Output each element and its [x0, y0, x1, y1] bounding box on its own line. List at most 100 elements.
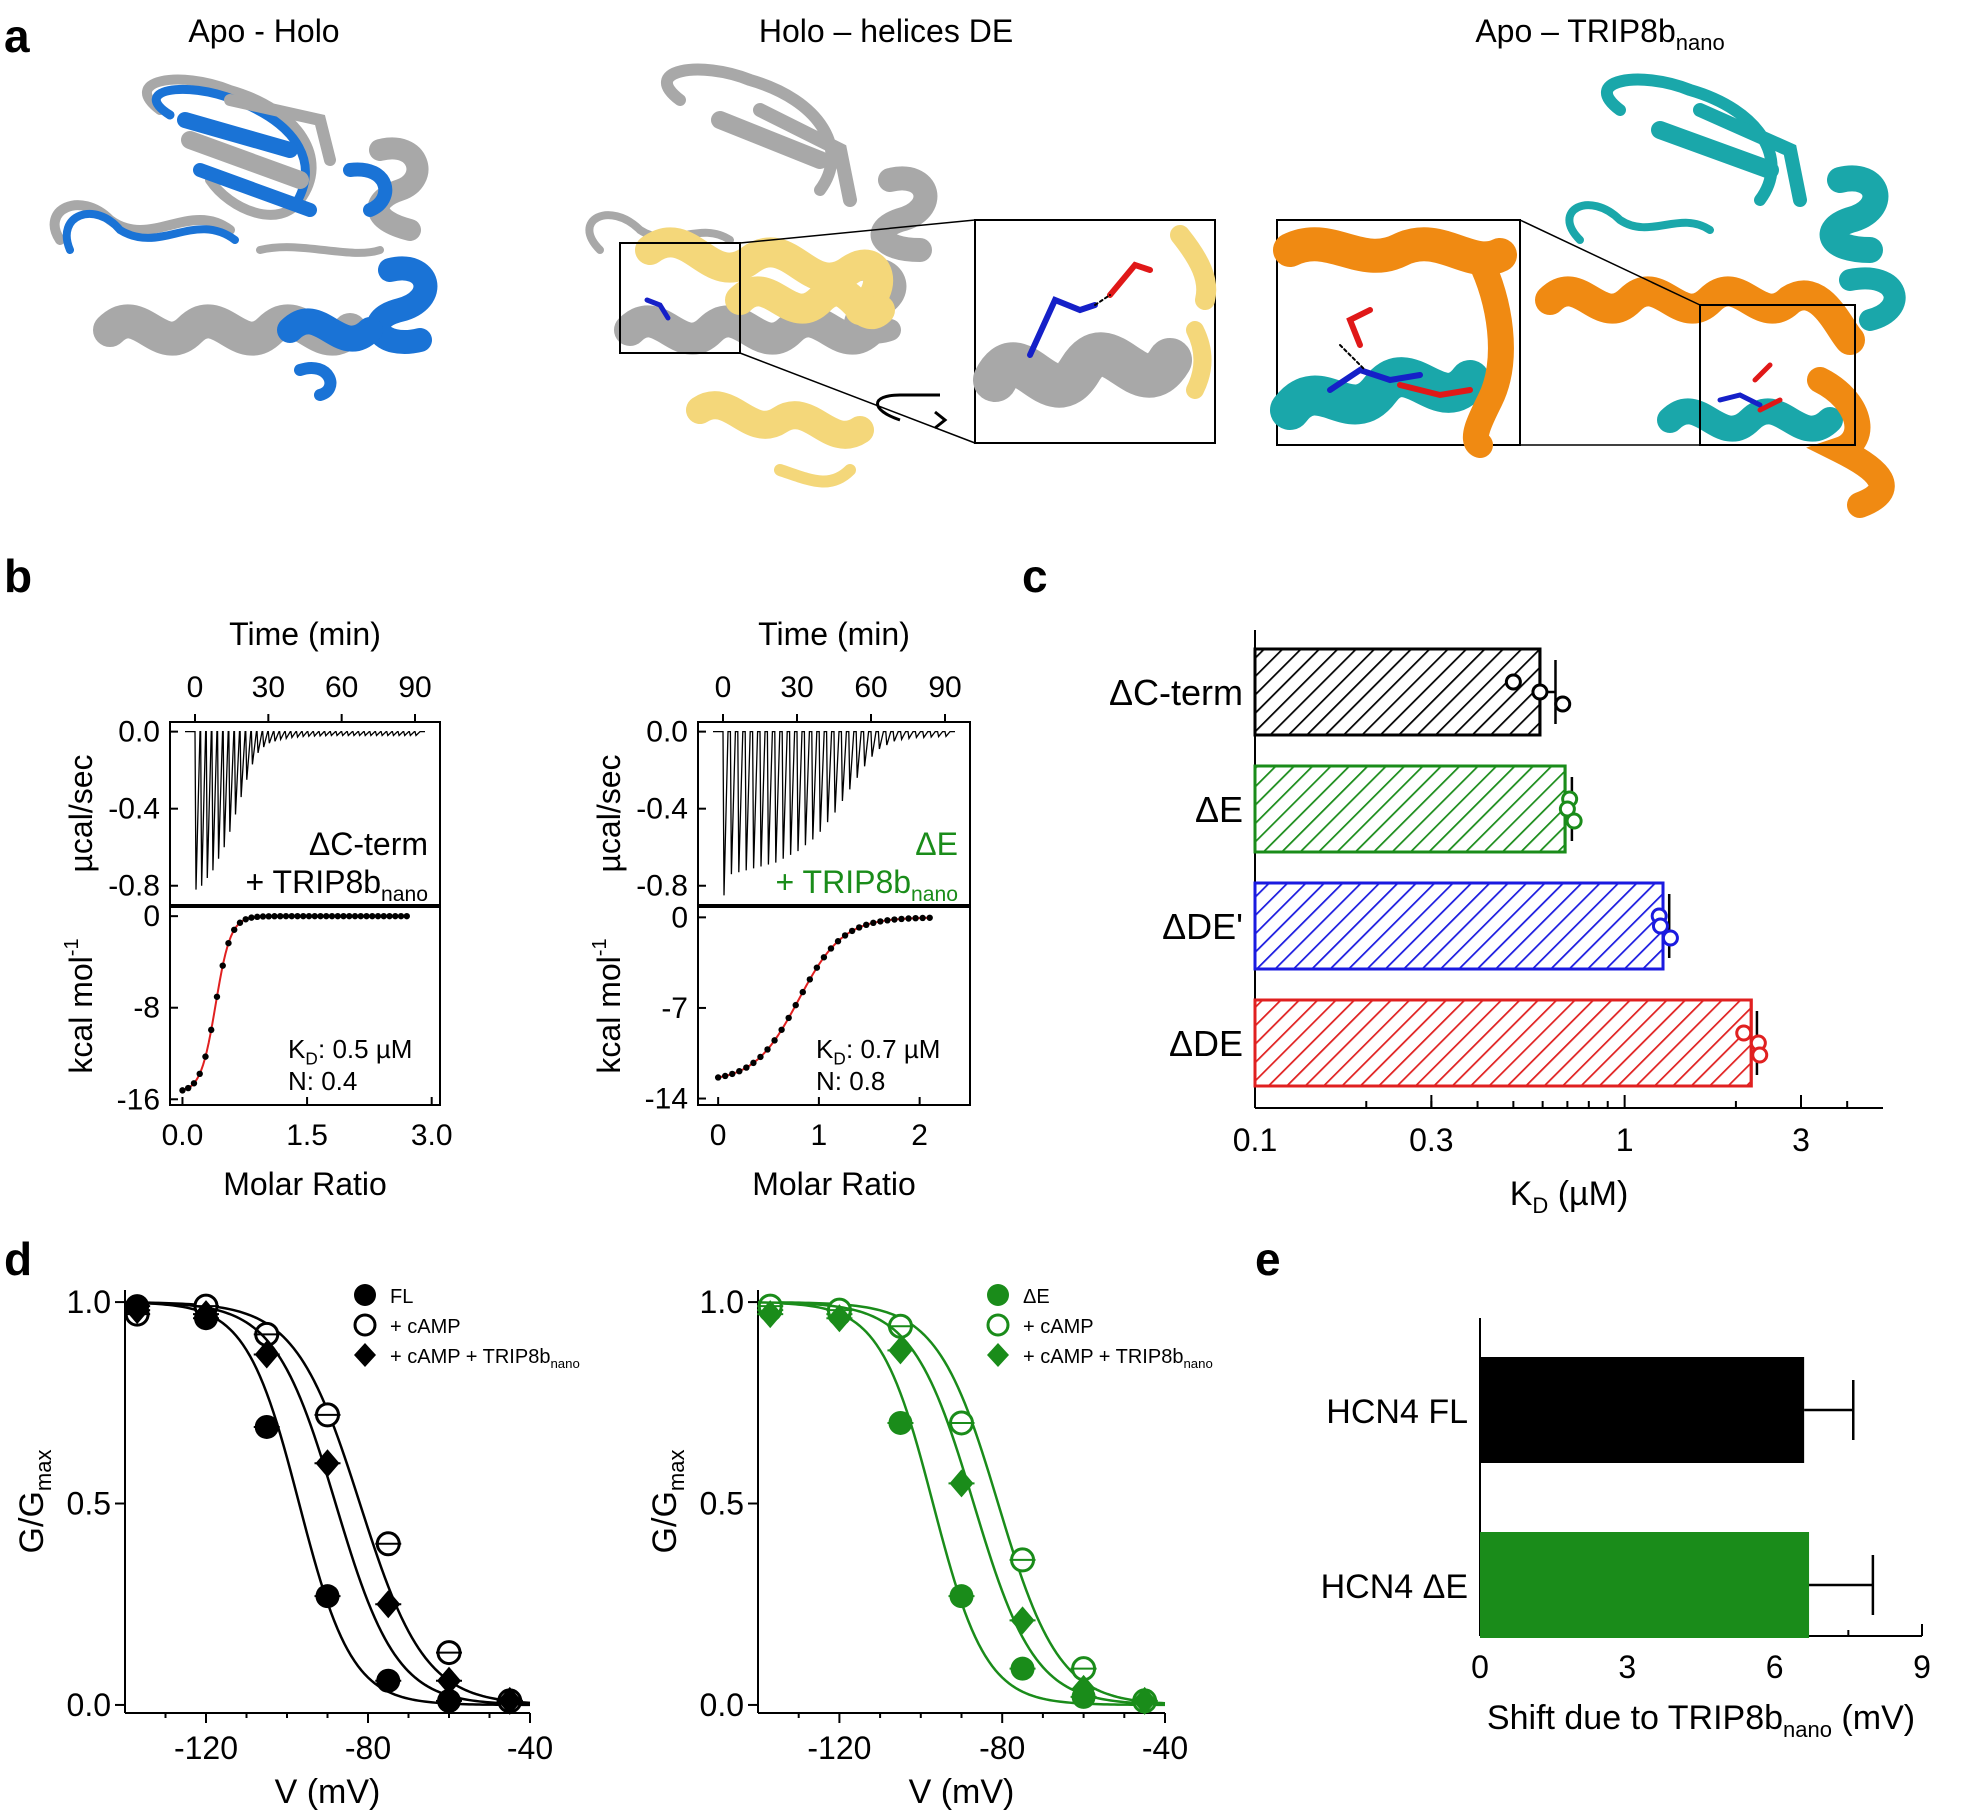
gv-point-diamond	[827, 1304, 852, 1333]
itc-data-point	[369, 912, 376, 920]
itc-data-point	[778, 1026, 785, 1033]
itc-kd-label: KD	[288, 1034, 318, 1069]
itc-data-point	[305, 912, 313, 920]
gv-ylabel-main: G/G	[13, 1491, 51, 1553]
itc-xtick-label: 0	[710, 1119, 727, 1152]
itc-data-point	[357, 912, 364, 920]
panel-labels: a b c d e	[4, 10, 1281, 1285]
itc-time-tick-label: 60	[325, 671, 358, 704]
zoom-detail-holo	[973, 225, 1217, 408]
kd-tick-label: 3	[1792, 1122, 1810, 1158]
itc-data-point	[288, 912, 295, 920]
kd-tick-label: 1	[1616, 1122, 1634, 1158]
itc-kd-label-sub: D	[305, 1049, 317, 1069]
itc-data-point	[792, 1001, 799, 1009]
gv-legend-label-sub: nano	[1183, 1356, 1212, 1371]
itc-upper-ylabel: µcal/sec	[591, 754, 627, 872]
gv-point-diamond	[497, 1686, 522, 1715]
gv-ylabel: G/Gmax	[646, 1450, 689, 1554]
itc-data-point	[912, 914, 919, 922]
structure-apo-trip8b	[1535, 73, 1906, 518]
itc-annotation-ligand-main: + TRIP8b	[776, 864, 911, 900]
itc-data-point	[294, 912, 301, 920]
itc-data-point	[190, 1080, 198, 1087]
itc-data-point	[736, 1067, 743, 1075]
itc-upper-frame	[697, 721, 971, 906]
itc-data-point	[236, 919, 244, 926]
itc-n-value: N: 0.4	[288, 1066, 357, 1096]
itc-lower-ylabel-main: kcal mol	[591, 956, 627, 1073]
itc-data-point	[363, 912, 370, 920]
itc-data-point	[877, 918, 884, 925]
panel-a-title-3: Apo – TRIP8bnano	[1475, 13, 1724, 55]
shift-tick-label: 6	[1766, 1649, 1784, 1685]
itc-kd-value: : 0.5 µM	[318, 1034, 412, 1064]
itc-thermogram-trace	[185, 730, 425, 890]
itc-data-point	[827, 945, 835, 952]
gv-legend-marker-open	[353, 1313, 377, 1337]
itc-data-point	[884, 917, 891, 924]
gv-ytick-label: 1.0	[67, 1284, 111, 1320]
shift-bar	[1480, 1357, 1805, 1463]
itc-annotation-ligand-main: + TRIP8b	[246, 864, 381, 900]
gv-ytick-label: 0.5	[700, 1486, 744, 1522]
itc-xtick-label: 2	[911, 1119, 928, 1152]
itc-data-point	[870, 919, 877, 927]
itc-upper-ytick-label: -0.8	[636, 870, 688, 903]
kd-category-label: ΔDE'	[1162, 906, 1243, 947]
shift-xlabel: Shift due to TRIP8bnano (mV)	[1487, 1699, 1915, 1742]
gv-point-filled-circle	[315, 1584, 340, 1609]
shift-tick-label: 0	[1471, 1649, 1489, 1685]
itc-lower-ytick-label: 0	[143, 900, 160, 933]
panel-label-a: a	[4, 10, 30, 62]
itc-lower-ytick-label: -16	[117, 1083, 160, 1116]
panel-a: Apo - Holo Holo – helices DE Apo – TRIP8…	[49, 13, 1906, 518]
itc-data-point	[374, 912, 382, 920]
itc-data-point	[891, 916, 898, 923]
gv-point-diamond	[376, 1590, 401, 1619]
itc-annotation-ligand: + TRIP8bnano	[246, 864, 428, 906]
gv-xtick-label: -80	[345, 1730, 391, 1766]
gv-point-diamond	[1010, 1606, 1035, 1635]
zoom-box-large	[974, 219, 1216, 444]
gv-fit-curve	[757, 1300, 1166, 1705]
itc-data-point	[248, 914, 255, 921]
itc-upper-ytick-label: 0.0	[118, 716, 160, 749]
gv-point-filled-circle	[437, 1688, 461, 1713]
gv-point-filled-circle	[376, 1668, 401, 1693]
gv-point-diamond	[758, 1300, 783, 1329]
itc-data-point	[282, 912, 290, 920]
gv-legend-label-main: + cAMP + TRIP8b	[1023, 1346, 1183, 1368]
itc-data-point	[317, 912, 324, 920]
panel-label-b: b	[4, 550, 32, 602]
zoom-detail-trip8b	[1270, 227, 1517, 458]
kd-point	[1651, 917, 1669, 935]
kd-category-label: ΔE	[1195, 789, 1243, 830]
itc-data-point	[919, 914, 926, 922]
gv-xlabel: V (mV)	[909, 1773, 1015, 1811]
itc-time-tick-label: 30	[780, 671, 813, 704]
zoom-line-1	[739, 219, 976, 244]
itc-data-point	[848, 927, 856, 935]
itc-xtick-label: 3.0	[411, 1119, 453, 1152]
itc-data-point	[764, 1046, 771, 1053]
gv-ylabel: G/Gmax	[13, 1450, 56, 1554]
gv-point-diamond	[125, 1296, 150, 1325]
gv-point-diamond	[949, 1469, 974, 1498]
itc-time-tick-label: 60	[854, 671, 887, 704]
gv-xtick-label: -120	[174, 1730, 238, 1766]
itc-data-point	[208, 1026, 215, 1034]
itc-lower-frame	[169, 906, 441, 1106]
kd-tick-label: 0.1	[1233, 1122, 1277, 1158]
itc-data-point	[271, 913, 278, 920]
gv-point-diamond	[437, 1666, 461, 1695]
kd-xlabel-unit: (µM)	[1548, 1175, 1628, 1213]
itc-data-point	[841, 932, 849, 939]
gv-legend-label-sub: nano	[550, 1356, 579, 1371]
zoom-line-3	[1519, 219, 1701, 306]
itc-lower-ylabel-sup: -1	[61, 938, 83, 956]
shift-bar	[1480, 1532, 1810, 1638]
itc-kd-label-main: K	[288, 1034, 306, 1064]
gv-legend-label: FL	[390, 1286, 413, 1308]
